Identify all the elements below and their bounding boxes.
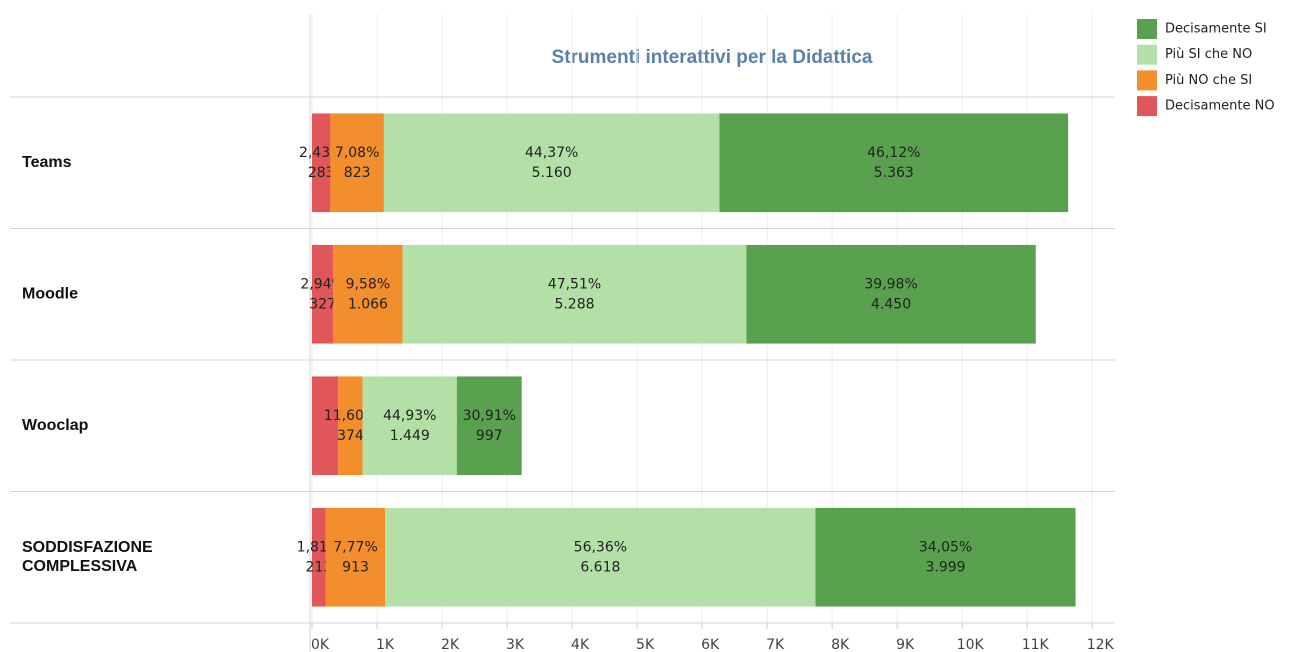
value-label: 327	[309, 296, 336, 312]
category-label: Teams	[22, 154, 72, 171]
value-label: 5.363	[874, 165, 914, 181]
percent-label: 47,51%	[548, 276, 601, 292]
category-label-line: SODDISFAZIONE	[22, 539, 153, 556]
bar-segment	[312, 244, 334, 344]
bar-segment	[333, 244, 403, 344]
chart-title: Strumenti interattivi per la Didattica	[552, 47, 873, 68]
value-label: 374	[337, 428, 364, 444]
bar-segment	[456, 376, 522, 476]
bar-segment	[338, 376, 363, 476]
legend-label: Più SI che NO	[1165, 47, 1252, 62]
bar-segment	[362, 376, 457, 476]
value-label: 913	[342, 559, 369, 575]
percent-label: 34,05%	[919, 539, 972, 555]
percent-label: 9,58%	[346, 276, 390, 292]
percent-label: 46,12%	[867, 145, 920, 161]
category-label: SODDISFAZIONE COMPLESSIVA	[22, 539, 153, 575]
legend-label: Più NO che SI	[1165, 73, 1252, 88]
x-tick-label: 12K	[1087, 637, 1115, 652]
value-label: 213	[306, 559, 333, 575]
value-label: 3.999	[925, 559, 965, 575]
x-tick-label: 0K	[311, 637, 330, 652]
legend-swatch	[1137, 19, 1157, 39]
percent-label: 39,98%	[864, 276, 917, 292]
x-tick-label: 5K	[636, 637, 655, 652]
bar-segment	[325, 507, 386, 607]
category-label: Moodle	[22, 285, 78, 302]
value-label: 823	[344, 165, 371, 181]
legend-swatch	[1137, 70, 1157, 91]
value-label: 1.066	[348, 296, 388, 312]
x-tick-label: 8K	[831, 637, 850, 652]
x-tick-label: 10K	[957, 637, 985, 652]
x-tick-label: 1K	[376, 637, 395, 652]
bar-segment	[312, 113, 331, 213]
x-tick-label: 9K	[896, 637, 915, 652]
bar-segment	[746, 244, 1036, 344]
x-tick-label: 11K	[1022, 637, 1050, 652]
category-label: Wooclap	[22, 417, 89, 434]
bar-segment	[719, 113, 1069, 213]
x-tick-label: 2K	[441, 637, 460, 652]
bar-segment	[312, 507, 326, 607]
percent-label: 7,08%	[335, 145, 379, 161]
x-tick-label: 7K	[766, 637, 785, 652]
percent-label: 56,36%	[574, 539, 627, 555]
value-label: 5.160	[532, 165, 572, 181]
category-label-line: COMPLESSIVA	[22, 558, 138, 575]
percent-label: 44,37%	[525, 145, 578, 161]
value-label: 1.449	[390, 428, 430, 444]
bar-segment	[402, 244, 747, 344]
legend-swatch	[1137, 96, 1157, 117]
value-label: 6.618	[580, 559, 620, 575]
bar-segment	[312, 376, 339, 476]
legend-label: Decisamente SI	[1165, 22, 1267, 37]
value-label: 4.450	[871, 296, 911, 312]
value-label: 283	[308, 165, 335, 181]
legend-swatch	[1137, 44, 1157, 65]
percent-label: 44,93%	[383, 408, 436, 424]
value-label: 5.288	[554, 296, 594, 312]
x-tick-label: 3K	[506, 637, 525, 652]
x-tick-label: 4K	[571, 637, 590, 652]
x-tick-label: 6K	[701, 637, 720, 652]
bar-segment	[330, 113, 384, 213]
value-label: 997	[476, 428, 503, 444]
bar-segment	[815, 507, 1076, 607]
percent-label: 30,91%	[463, 408, 516, 424]
bar-segment	[385, 507, 816, 607]
bar-segment	[383, 113, 720, 213]
percent-label: 7,77%	[333, 539, 377, 555]
legend-label: Decisamente NO	[1165, 99, 1275, 114]
